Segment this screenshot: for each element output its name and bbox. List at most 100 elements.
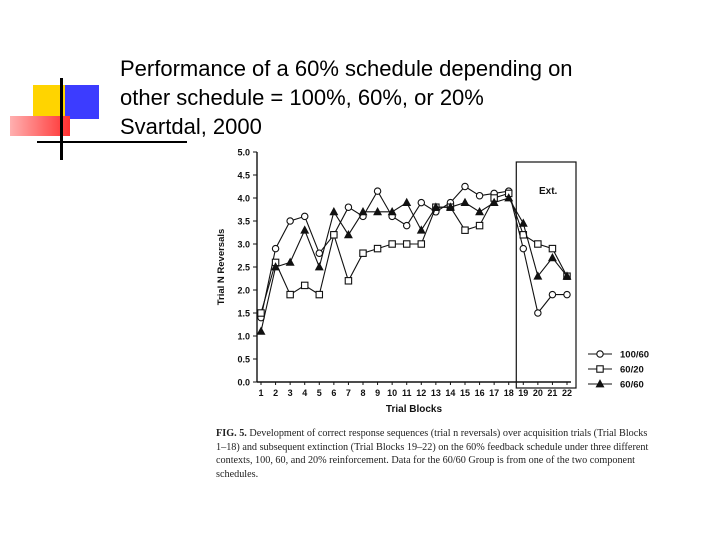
data-point-triangle	[256, 326, 266, 335]
y-tick-label: 0.5	[237, 355, 250, 365]
data-point-triangle	[533, 271, 543, 280]
data-point-square	[300, 281, 309, 290]
reversals-line-chart: 0.0 0.5 1.0 1.5 2.0 2.5 3.0 3.5 4.0 4.5 5.0 1 2 3 4 5 6 7…	[216, 148, 649, 416]
x-axis-title: Trial Blocks	[386, 404, 443, 415]
x-tick-label: 1	[258, 388, 263, 398]
data-point-triangle	[416, 225, 426, 234]
slide-title-line-2: other schedule = 100%, 60%, or 20%	[120, 85, 484, 110]
data-point-square	[475, 221, 484, 230]
caption-label: FIG. 5.	[216, 428, 247, 439]
extinction-label: Ext.	[539, 186, 558, 197]
data-point-square	[548, 244, 557, 253]
data-point-circle	[519, 244, 528, 253]
x-tick-label: 6	[331, 388, 336, 398]
data-point-square	[388, 240, 396, 248]
data-point-triangle	[300, 225, 310, 234]
x-tick-label: 5	[317, 388, 322, 398]
data-point-triangle	[504, 193, 514, 202]
data-point-triangle	[402, 197, 412, 206]
data-point-circle	[373, 187, 382, 195]
legend-label: 100/60	[620, 350, 649, 361]
data-point-triangle	[314, 262, 324, 271]
data-point-triangle	[358, 206, 368, 216]
data-point-circle	[300, 212, 309, 221]
vertical-accent-line	[60, 78, 63, 160]
x-tick-label: 9	[375, 388, 380, 398]
data-point-circle	[548, 290, 557, 299]
data-point-triangle	[518, 218, 528, 227]
x-tick-label: 21	[547, 388, 557, 398]
y-tick-label: 0.0	[237, 378, 250, 388]
x-tick-label: 18	[504, 388, 514, 398]
x-tick-label: 19	[518, 388, 528, 398]
x-tick-label: 15	[460, 388, 470, 398]
series-line-100-60	[260, 185, 567, 318]
y-tick-label: 4.5	[237, 171, 250, 181]
x-tick-label: 17	[489, 388, 499, 398]
data-point-circle	[417, 198, 426, 207]
data-point-circle	[461, 182, 469, 191]
y-tick-label: 1.0	[237, 332, 250, 342]
y-tick-label: 5.0	[237, 148, 250, 158]
data-point-circle	[344, 203, 353, 211]
legend-marker-circle	[596, 350, 604, 358]
caption-text: Development of correct response sequence…	[216, 428, 649, 480]
data-point-square	[286, 290, 294, 299]
x-tick-label: 8	[360, 388, 365, 398]
data-point-triangle	[562, 271, 572, 280]
x-tick-label: 14	[445, 388, 455, 398]
data-point-square	[402, 240, 411, 248]
legend-marker-triangle	[595, 379, 605, 388]
x-tick-label: 22	[562, 388, 572, 398]
data-point-square	[534, 240, 542, 248]
series-line-60-60	[260, 197, 568, 332]
blue-accent-square	[65, 85, 99, 119]
data-point-circle	[315, 249, 324, 257]
data-point-square	[359, 249, 367, 257]
y-tick-label: 1.5	[237, 309, 250, 319]
x-tick-label: 16	[475, 388, 485, 398]
data-point-square	[330, 231, 338, 239]
data-point-circle	[563, 290, 571, 299]
data-point-square	[461, 226, 469, 234]
x-tick-label: 10	[387, 388, 397, 398]
data-point-circle	[286, 217, 294, 225]
x-tick-label: 20	[533, 388, 543, 398]
y-axis-title: Trial N Reversals	[216, 229, 227, 306]
data-point-square	[344, 277, 353, 285]
data-point-triangle	[460, 197, 470, 206]
x-tick-label: 13	[431, 388, 441, 398]
slide-title-line-1: Performance of a 60% schedule depending …	[120, 56, 573, 81]
y-tick-label: 3.5	[237, 217, 250, 227]
x-tick-label: 12	[416, 388, 426, 398]
slide-title: Performance of a 60% schedule depending …	[120, 54, 680, 141]
data-point-triangle	[285, 257, 295, 266]
data-point-circle	[402, 221, 411, 230]
data-point-triangle	[431, 202, 441, 211]
data-point-triangle	[373, 206, 383, 216]
data-point-triangle	[445, 202, 455, 211]
data-point-square	[315, 290, 324, 299]
data-point-triangle	[343, 229, 353, 239]
data-point-circle	[534, 309, 542, 317]
y-tick-label: 2.0	[237, 286, 250, 296]
data-point-triangle	[329, 206, 339, 216]
data-point-triangle	[547, 252, 557, 262]
data-point-circle	[475, 191, 484, 200]
data-point-triangle	[271, 262, 281, 271]
legend-label: 60/60	[620, 380, 644, 391]
x-tick-label: 3	[288, 388, 293, 398]
slide-title-line-3: Svartdal, 2000	[120, 114, 262, 139]
y-tick-label: 3.0	[237, 240, 250, 250]
figure-caption: FIG. 5. Development of correct response …	[216, 427, 656, 481]
data-point-circle	[271, 244, 280, 253]
y-tick-label: 2.5	[237, 263, 250, 273]
x-tick-label: 7	[346, 388, 351, 398]
data-point-triangle	[489, 197, 499, 206]
data-point-square	[373, 244, 382, 253]
x-tick-label: 4	[302, 388, 307, 398]
data-point-square	[417, 240, 426, 248]
horizontal-accent-line	[37, 141, 187, 143]
data-point-triangle	[475, 206, 485, 216]
y-tick-label: 4.0	[237, 194, 250, 204]
